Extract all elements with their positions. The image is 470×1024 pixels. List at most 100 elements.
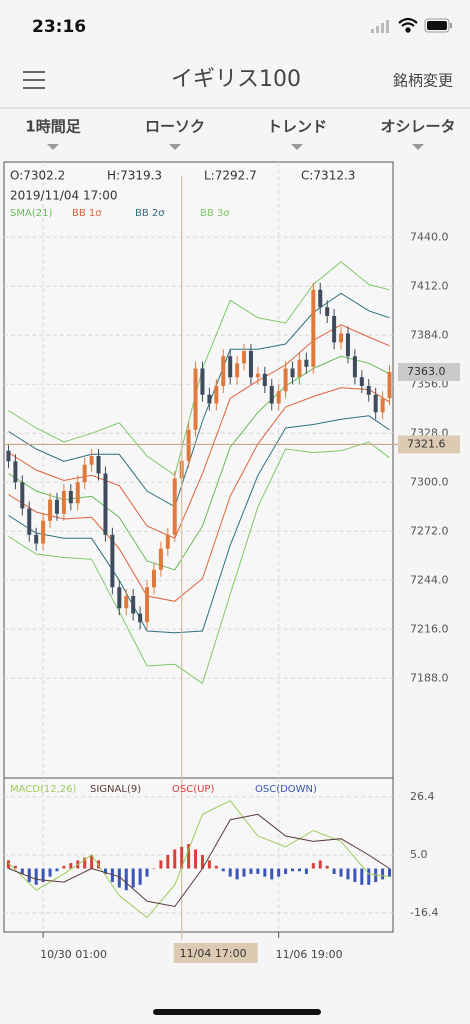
osc-bar xyxy=(242,868,246,877)
y-tick-label: 7384.0 xyxy=(410,328,449,341)
candle-body xyxy=(221,356,226,386)
indicator-line xyxy=(8,355,390,571)
crosshair-price-label: 7321.6 xyxy=(407,437,446,450)
osc-bar xyxy=(69,863,73,869)
osc-bar xyxy=(20,868,24,874)
osc-bar xyxy=(304,868,308,874)
legend-entry: BB 1σ xyxy=(72,208,102,219)
osc-bar xyxy=(318,860,322,869)
osc-bar xyxy=(117,868,121,888)
candle-body xyxy=(318,289,323,308)
candle-body xyxy=(269,386,274,404)
y-tick-label: 7216.0 xyxy=(410,622,449,635)
battery-icon xyxy=(424,18,452,33)
status-time: 23:16 xyxy=(32,17,86,37)
candle-body xyxy=(373,394,378,413)
candle-body xyxy=(138,613,143,623)
osc-bar xyxy=(145,868,149,877)
candle-body xyxy=(387,372,392,399)
tab[interactable]: トレンド xyxy=(267,118,327,136)
osc-bar xyxy=(62,865,66,869)
osc-bar xyxy=(103,868,107,874)
candle-body xyxy=(311,289,316,367)
candle-body xyxy=(48,499,53,521)
candle-body xyxy=(6,450,11,462)
osc-bar xyxy=(159,860,163,869)
y-tick-label: -16.4 xyxy=(410,906,438,919)
osc-bar xyxy=(339,868,343,877)
tab[interactable]: オシレータ xyxy=(380,118,455,136)
candle-body xyxy=(75,482,80,504)
osc-bar xyxy=(284,868,288,874)
osc-bar xyxy=(166,854,170,869)
candle-body xyxy=(131,596,136,614)
signal-icon xyxy=(371,20,389,33)
candle-body xyxy=(151,569,156,588)
indicator-line xyxy=(8,387,390,602)
tab[interactable]: ローソク xyxy=(145,118,205,136)
home-indicator xyxy=(153,1009,321,1015)
legend-entry: OSC(UP) xyxy=(172,784,214,795)
candle-body xyxy=(228,356,233,378)
osc-bar xyxy=(360,868,364,885)
osc-bar xyxy=(55,868,59,872)
x-tick-label: 10/30 01:00 xyxy=(40,948,107,961)
osc-bar xyxy=(138,868,142,885)
y-tick-label: 26.4 xyxy=(410,790,435,803)
indicator-line xyxy=(8,324,390,539)
indicator-line xyxy=(8,415,390,634)
osc-bar xyxy=(353,868,357,883)
candle-body xyxy=(345,333,350,357)
legend-entry: BB 2σ xyxy=(135,208,165,219)
indicator-line xyxy=(8,292,390,508)
info-open: O:7302.2 xyxy=(10,169,65,183)
nav-title: イギリス100 xyxy=(171,67,301,92)
osc-bar xyxy=(152,868,156,870)
legend-entry: BB 3σ xyxy=(200,208,230,219)
osc-bar xyxy=(187,844,191,869)
candle-body xyxy=(172,478,177,535)
osc-bar xyxy=(90,854,94,869)
osc-bar xyxy=(194,849,198,869)
chart-frame xyxy=(3,161,394,933)
osc-bar xyxy=(41,868,45,883)
candle-body xyxy=(325,307,330,316)
osc-bar xyxy=(83,857,87,869)
x-tick-label: 11/06 19:00 xyxy=(276,948,343,961)
menu-button[interactable] xyxy=(23,71,45,89)
y-tick-label: 7440.0 xyxy=(410,230,449,243)
osc-bar xyxy=(346,868,350,880)
info-date: 2019/11/04 17:00 xyxy=(10,189,118,203)
tab[interactable]: 1時間足 xyxy=(25,118,81,136)
nav-action[interactable]: 銘柄変更 xyxy=(393,72,453,90)
osc-bar xyxy=(270,868,274,880)
info-high: H:7319.3 xyxy=(107,169,162,183)
y-tick-label: 7300.0 xyxy=(410,475,449,488)
candle-body xyxy=(276,391,281,404)
candle-body xyxy=(242,351,247,364)
legend-entry: MACD(12,26) xyxy=(10,784,77,795)
candle-body xyxy=(359,377,364,386)
y-tick-label: 7244.0 xyxy=(410,573,449,586)
candle-body xyxy=(304,359,309,367)
candle-body xyxy=(103,473,108,535)
candle-body xyxy=(193,368,198,430)
candle-body xyxy=(214,386,219,404)
candle-body xyxy=(200,368,205,395)
candle-body xyxy=(145,587,150,623)
candle-body xyxy=(61,491,66,514)
candle-body xyxy=(158,548,163,570)
osc-bar xyxy=(34,868,38,885)
tab-arrows xyxy=(47,144,424,150)
candle-body xyxy=(68,491,73,504)
osc-bar xyxy=(235,868,239,880)
y-tick-label: 7272.0 xyxy=(410,524,449,537)
candle-body xyxy=(297,359,302,378)
osc-bar xyxy=(297,868,301,872)
osc-bar xyxy=(214,865,218,869)
info-close: C:7312.3 xyxy=(301,169,355,183)
candle-body xyxy=(54,499,59,514)
candle-body xyxy=(89,456,94,465)
